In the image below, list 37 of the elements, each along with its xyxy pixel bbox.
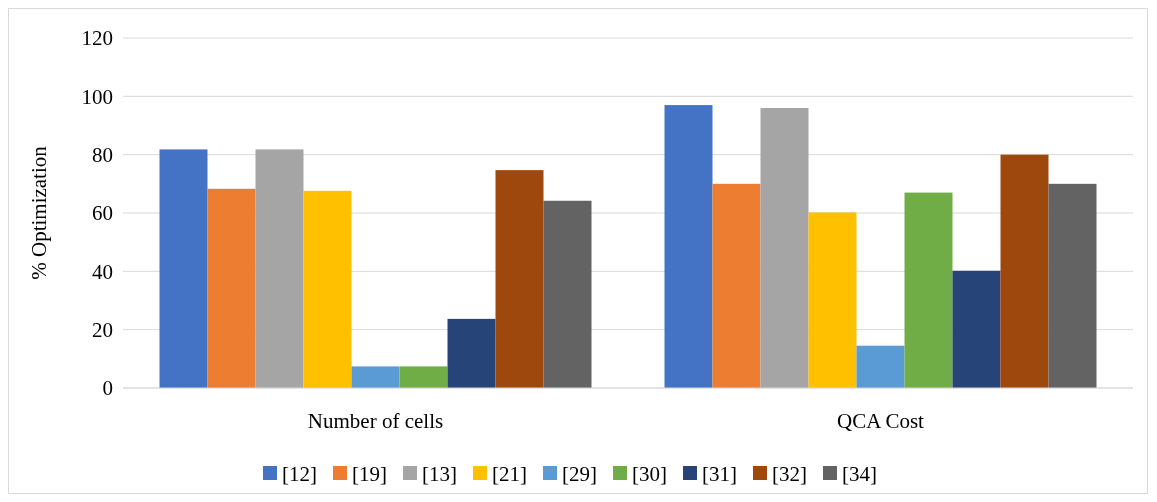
legend-label: [32] bbox=[772, 462, 807, 487]
bar bbox=[1000, 154, 1049, 388]
y-tick-label: 20 bbox=[92, 318, 113, 343]
y-tick-label: 0 bbox=[102, 376, 113, 401]
x-tick-label: QCA Cost bbox=[837, 409, 925, 433]
legend-label: [19] bbox=[352, 462, 387, 487]
bar bbox=[255, 149, 304, 388]
bar bbox=[495, 170, 544, 388]
legend-label: [21] bbox=[492, 462, 527, 487]
bar bbox=[351, 366, 400, 388]
y-tick-label: 120 bbox=[81, 26, 113, 51]
y-tick-label: 80 bbox=[92, 143, 113, 168]
x-tick-label: Number of cells bbox=[307, 409, 444, 433]
y-tick-label: 40 bbox=[92, 259, 113, 284]
y-tick-label: 60 bbox=[92, 201, 113, 226]
legend-label: [30] bbox=[632, 462, 667, 487]
bar bbox=[808, 212, 857, 388]
bar bbox=[159, 149, 208, 388]
legend-label: [13] bbox=[422, 462, 457, 487]
bar bbox=[856, 345, 905, 388]
bar bbox=[664, 105, 713, 388]
bar bbox=[207, 188, 256, 388]
bar bbox=[952, 270, 1001, 388]
bar bbox=[760, 108, 809, 388]
legend-label: [34] bbox=[842, 462, 877, 487]
bar bbox=[543, 200, 592, 388]
bar bbox=[904, 192, 953, 388]
bar bbox=[1048, 183, 1097, 388]
legend-label: [31] bbox=[702, 462, 737, 487]
y-tick-label: 100 bbox=[81, 84, 113, 109]
bar bbox=[303, 190, 352, 388]
legend-label: [12] bbox=[282, 462, 317, 487]
bar bbox=[447, 318, 496, 388]
bar bbox=[399, 366, 448, 388]
y-axis-title: % Optimization bbox=[27, 145, 51, 280]
bar bbox=[712, 183, 761, 388]
legend-label: [29] bbox=[562, 462, 597, 487]
